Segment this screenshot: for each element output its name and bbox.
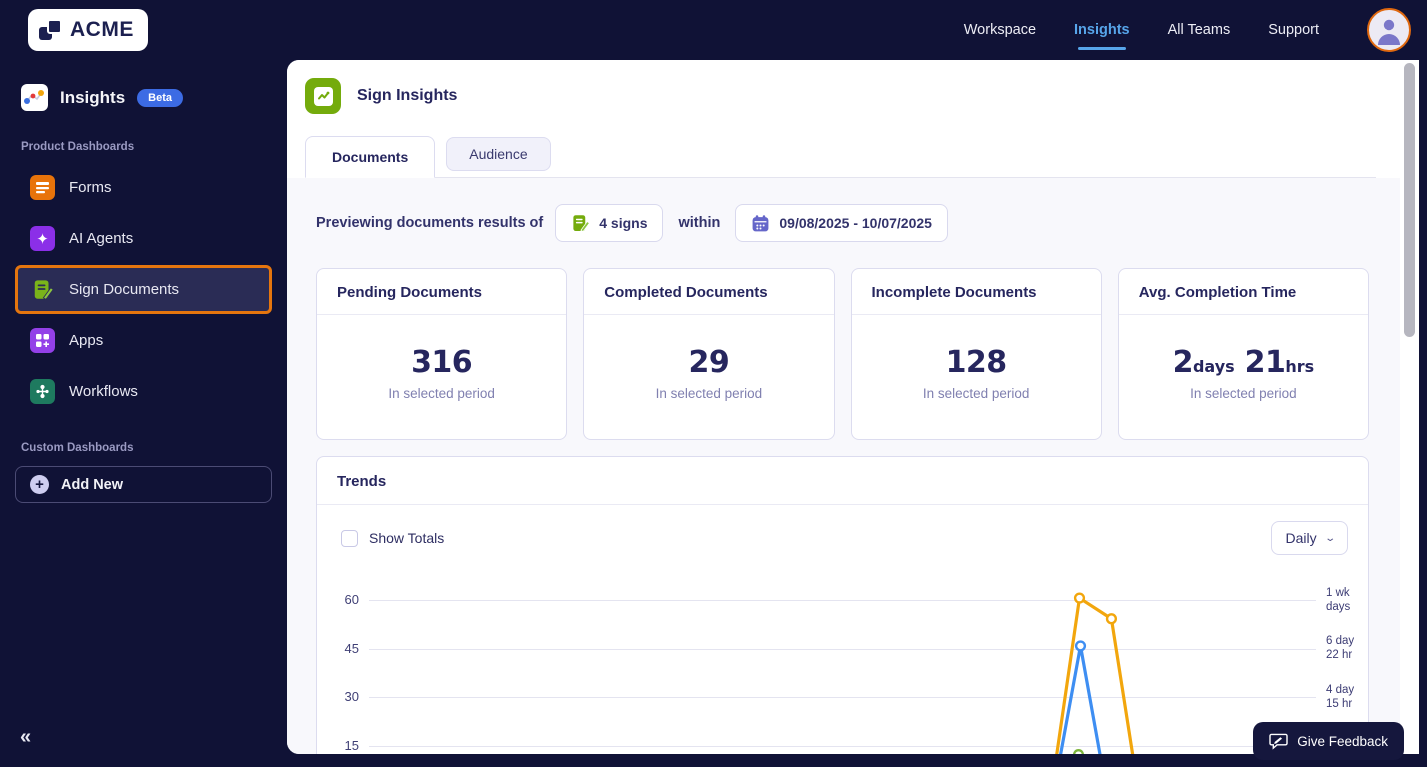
person-icon <box>1378 19 1400 45</box>
card-caption: In selected period <box>922 385 1030 401</box>
tab-audience[interactable]: Audience <box>446 137 551 171</box>
insights-app-icon <box>21 84 48 111</box>
section-custom-dashboards: Custom Dashboards <box>21 442 134 454</box>
card-value: 2days 21hrs <box>1172 344 1315 380</box>
workflows-icon <box>30 379 55 404</box>
sidebar-app-header: Insights Beta <box>15 84 272 111</box>
y-axis-tick: 15 <box>344 737 359 753</box>
tab-bar: Documents Audience <box>305 136 1376 178</box>
sign-documents-icon <box>30 277 55 302</box>
trends-card: Trends Show Totals Daily ⌄ 60 <box>316 456 1369 754</box>
top-navigation: Workspace Insights All Teams Support <box>964 8 1411 52</box>
calendar-icon <box>752 214 769 231</box>
card-title: Incomplete Documents <box>851 269 1101 315</box>
nav-all-teams[interactable]: All Teams <box>1167 22 1231 38</box>
page-title: Sign Insights <box>357 87 458 104</box>
trends-title: Trends <box>317 457 1368 505</box>
acme-logo-icon <box>38 17 64 43</box>
sidebar-item-label: Sign Documents <box>69 281 180 298</box>
tab-documents[interactable]: Documents <box>305 136 436 178</box>
chevron-down-icon: ⌄ <box>1323 532 1336 544</box>
card-pending-documents: Pending Documents 316 In selected period <box>316 268 568 440</box>
nav-support[interactable]: Support <box>1268 22 1319 38</box>
section-product-dashboards: Product Dashboards <box>21 141 135 153</box>
date-range-label: 09/08/2025 - 10/07/2025 <box>779 215 932 231</box>
date-range-button[interactable]: 09/08/2025 - 10/07/2025 <box>735 204 948 242</box>
sidebar-collapse-button[interactable]: « <box>20 726 32 748</box>
y-axis-tick: 30 <box>344 689 359 704</box>
add-new-label: Add New <box>61 476 124 493</box>
nav-workspace[interactable]: Workspace <box>963 22 1037 38</box>
nav-insights[interactable]: Insights <box>1074 12 1130 48</box>
main-panel: Sign Insights Documents Audience Preview… <box>287 60 1400 754</box>
user-avatar[interactable] <box>1367 8 1411 52</box>
filter-bar: Previewing documents results of 4 signs … <box>316 204 1369 242</box>
ai-agents-icon: ✦ <box>30 226 55 251</box>
signs-filter-button[interactable]: 4 signs <box>555 204 664 242</box>
acme-logo[interactable]: ACME <box>28 9 148 51</box>
scrollbar-thumb[interactable] <box>1404 63 1415 337</box>
card-title: Avg. Completion Time <box>1118 269 1368 315</box>
within-label: within <box>678 215 721 231</box>
plus-icon: + <box>30 475 49 494</box>
sidebar-item-ai-agents[interactable]: ✦ AI Agents <box>15 214 272 263</box>
trends-controls: Show Totals Daily ⌄ <box>317 505 1368 555</box>
card-avg-completion-time: Avg. Completion Time 2days 21hrs In sele… <box>1117 268 1369 440</box>
y-axis-tick: 45 <box>344 640 359 656</box>
y-axis-tick: 60 <box>344 592 359 607</box>
acme-logo-text: ACME <box>70 18 134 41</box>
granularity-select[interactable]: Daily ⌄ <box>1271 521 1348 555</box>
sidebar-item-sign-documents[interactable]: Sign Documents <box>15 265 272 314</box>
topbar: ACME Workspace Insights All Teams Suppor… <box>0 0 1427 60</box>
right-axis-label: 6 day 22 hr <box>1326 635 1355 661</box>
card-completed-documents: Completed Documents 29 In selected perio… <box>583 268 835 440</box>
forms-icon <box>30 175 55 200</box>
card-caption: In selected period <box>1190 385 1297 401</box>
sidebar-item-label: Forms <box>69 179 112 196</box>
show-totals-control: Show Totals <box>341 529 445 547</box>
gridline <box>369 648 1316 650</box>
gridline <box>369 600 1316 601</box>
documents-tab-panel: Previewing documents results of 4 signs … <box>287 178 1400 754</box>
sidebar-item-label: Workflows <box>69 383 138 400</box>
sidebar-item-label: Apps <box>69 332 104 349</box>
scrollbar-track <box>1400 60 1419 754</box>
sidebar-item-label: AI Agents <box>69 230 134 247</box>
sign-insights-icon <box>305 78 341 114</box>
give-feedback-label: Give Feedback <box>1297 733 1388 749</box>
show-totals-checkbox[interactable] <box>341 529 358 547</box>
show-totals-label: Show Totals <box>369 530 445 546</box>
stat-cards-row: Pending Documents 316 In selected period… <box>316 268 1369 440</box>
gridline <box>369 697 1316 698</box>
give-feedback-button[interactable]: Give Feedback <box>1253 722 1404 760</box>
trends-chart: 60 45 30 15 1 wk days 6 day 22 hr 4 day 15 … <box>345 587 1354 754</box>
right-axis-label: 4 day 15 hr <box>1326 684 1355 710</box>
card-caption: In selected period <box>388 385 495 401</box>
gridline <box>369 745 1316 747</box>
filter-description: Previewing documents results of <box>316 215 544 231</box>
feedback-icon <box>1269 733 1288 750</box>
apps-icon <box>30 328 55 353</box>
chart-plot-area: 60 45 30 15 1 wk days 6 day 22 hr 4 day 15 … <box>345 587 1354 754</box>
chart-series-svg <box>1055 592 1135 754</box>
card-value: 29 <box>688 344 730 380</box>
card-incomplete-documents: Incomplete Documents 128 In selected per… <box>850 268 1102 440</box>
card-value: 316 <box>411 344 473 380</box>
add-new-button[interactable]: + Add New <box>15 466 272 503</box>
panel-header: Sign Insights Documents Audience <box>287 60 1400 178</box>
signs-filter-label: 4 signs <box>599 215 648 231</box>
card-caption: In selected period <box>655 385 763 401</box>
sidebar-item-apps[interactable]: Apps <box>15 316 272 365</box>
card-title: Pending Documents <box>317 269 567 315</box>
granularity-value: Daily <box>1285 530 1317 546</box>
sidebar-item-forms[interactable]: Forms <box>15 163 272 212</box>
card-title: Completed Documents <box>584 269 834 315</box>
sidebar-app-title: Insights <box>60 87 126 107</box>
beta-badge: Beta <box>137 88 184 107</box>
sidebar: Insights Beta Product Dashboards Forms ✦… <box>0 60 287 767</box>
card-value: 128 <box>945 344 1008 380</box>
sidebar-item-workflows[interactable]: Workflows <box>15 367 272 416</box>
right-axis-label: 1 wk days <box>1326 587 1351 613</box>
sign-doc-icon <box>573 214 591 232</box>
